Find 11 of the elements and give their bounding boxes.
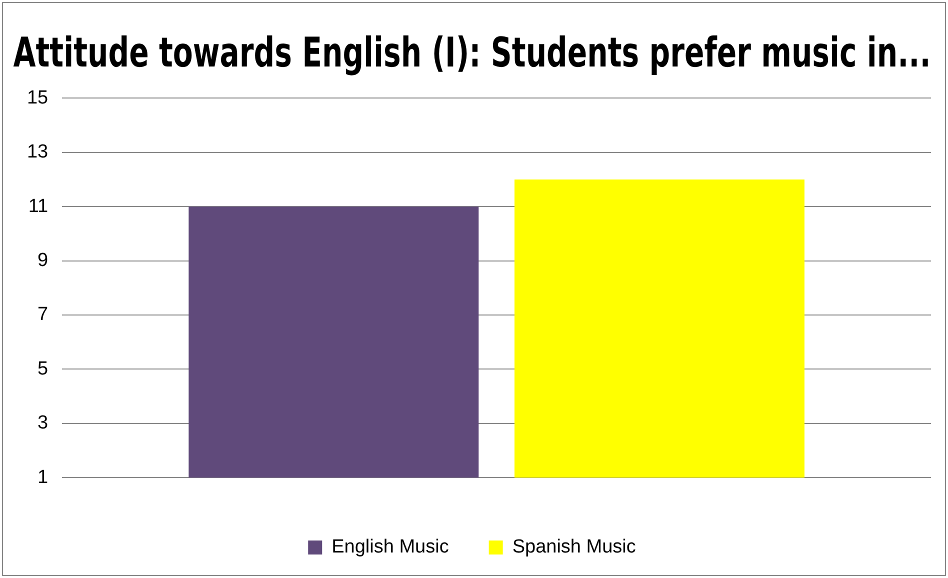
chart-title: Attitude towards English (I): Students prefer music in... [13,29,931,77]
y-tick-label: 11 [28,196,48,217]
y-tick-label: 3 [38,412,48,434]
y-tick-label: 13 [26,142,48,163]
legend-label: Spanish Music [512,536,636,558]
y-tick-label: 5 [38,358,48,380]
legend-label: English Music [332,536,449,558]
y-tick-label: 9 [38,250,48,272]
y-tick-label: 1 [38,466,48,488]
y-tick-label: 7 [38,304,48,326]
y-tick-label: 15 [26,87,48,108]
